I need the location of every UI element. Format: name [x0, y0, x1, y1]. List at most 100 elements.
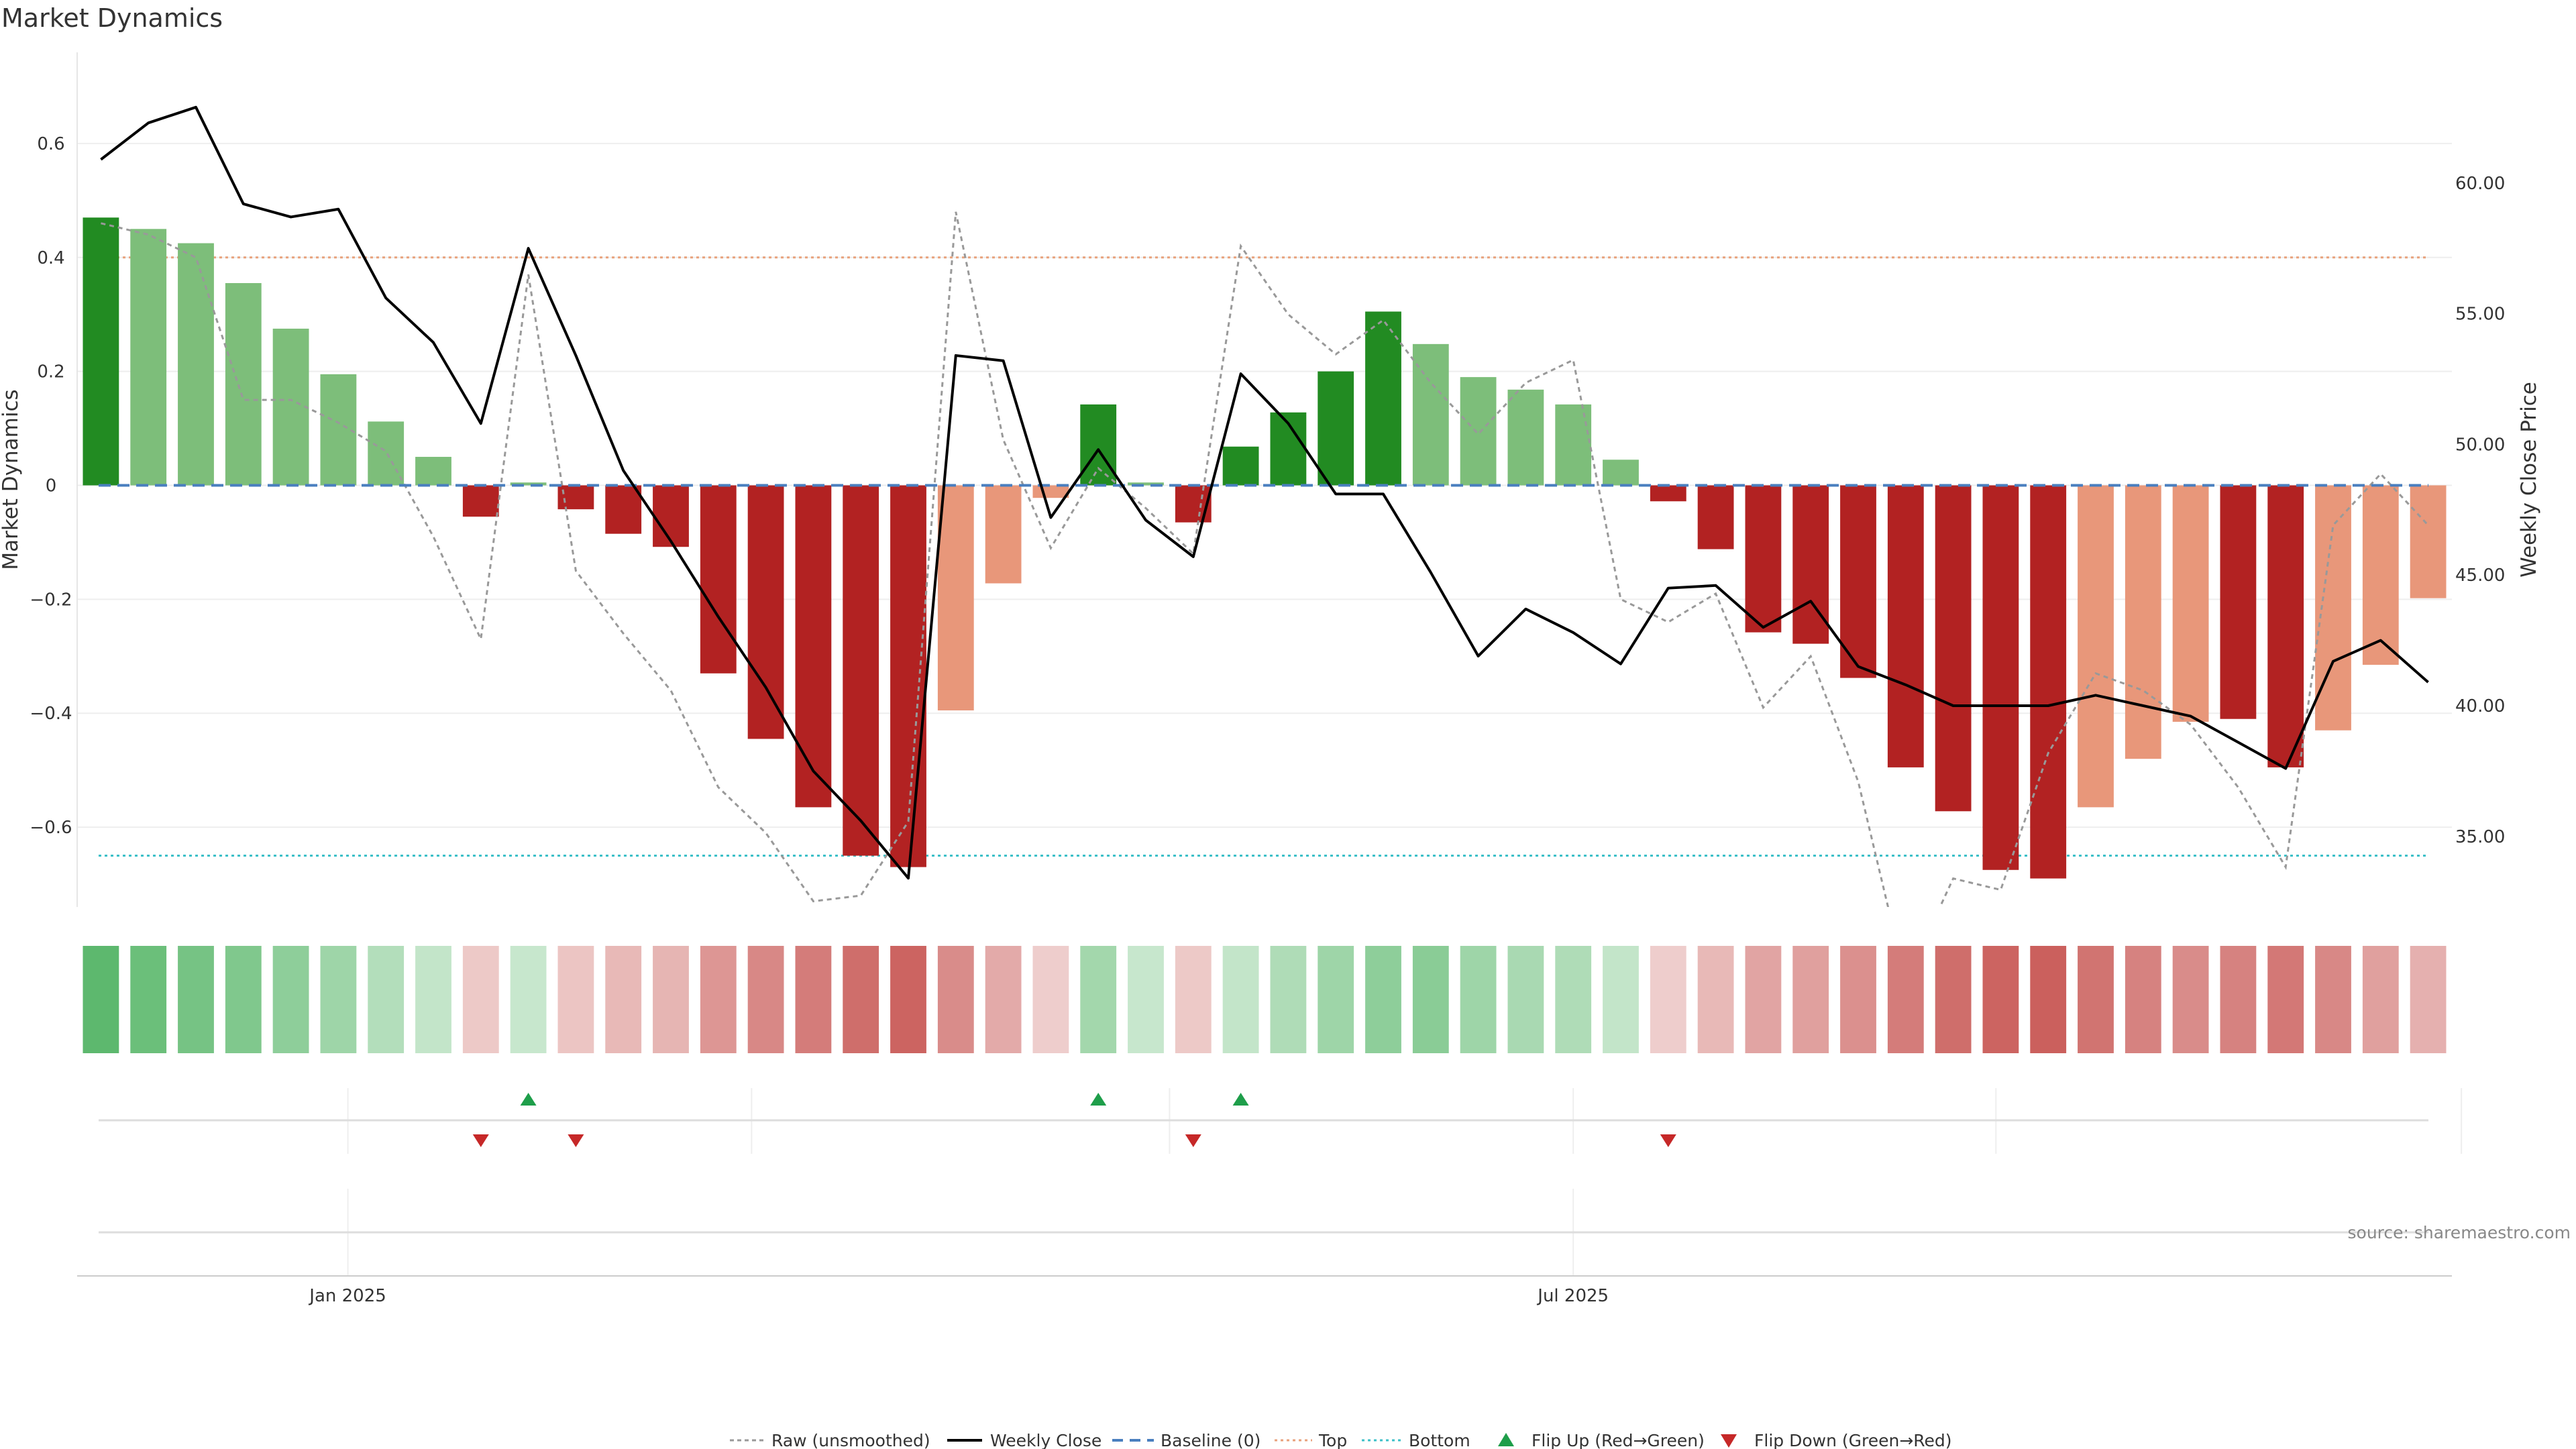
- legend-weekly-close-label: Weekly Close: [990, 1431, 1102, 1449]
- heat-cell-week-1: [130, 946, 167, 1053]
- flip-down-marker: [472, 1134, 489, 1147]
- bar-week-34: [1697, 485, 1734, 549]
- left-tick-label: 0.4: [37, 248, 64, 268]
- heat-strip: [83, 946, 2447, 1053]
- right-axis-ticks: 60.00 55.00 50.00 45.00 40.00 35.00: [2455, 174, 2505, 847]
- bar-week-32: [1603, 460, 1639, 486]
- bar-week-12: [653, 485, 689, 547]
- bottom-panel: Jan 2025 Jul 2025 source: sharemaestro.co…: [77, 1223, 2571, 1306]
- bar-week-14: [747, 485, 784, 739]
- legend-item-weekly-close: Weekly Close: [947, 1431, 1102, 1449]
- heat-cell-week-34: [1697, 946, 1734, 1053]
- bar-week-39: [1935, 485, 1972, 812]
- right-tick-label: 50.00: [2455, 435, 2505, 455]
- right-tick-label: 60.00: [2455, 174, 2505, 194]
- legend-baseline-label: Baseline (0): [1161, 1431, 1260, 1449]
- bar-week-1: [130, 229, 167, 486]
- bar-week-2: [178, 243, 214, 486]
- heat-cell-week-28: [1412, 946, 1449, 1053]
- right-tick-label: 55.00: [2455, 305, 2505, 325]
- heat-cell-week-25: [1270, 946, 1307, 1053]
- heat-cell-week-24: [1222, 946, 1259, 1053]
- bar-week-29: [1460, 377, 1497, 486]
- x-axis-ticks: Jan 2025 Jul 2025: [308, 1286, 1609, 1306]
- bar-week-10: [557, 485, 594, 510]
- heat-cell-week-33: [1650, 946, 1686, 1053]
- legend-item-bottom: Bottom: [1362, 1431, 1470, 1449]
- bar-week-38: [1887, 485, 1924, 767]
- bar-week-9: [510, 482, 547, 486]
- flip-events-panel: [99, 1088, 2463, 1276]
- bar-week-47: [2315, 485, 2351, 731]
- raw-unsmoothed-line-group: [101, 211, 2429, 907]
- bar-week-13: [700, 485, 737, 674]
- heat-cell-week-42: [2078, 946, 2114, 1053]
- heat-cell-week-27: [1365, 946, 1401, 1053]
- weekly-close-line-group: [99, 105, 2429, 880]
- bar-week-26: [1318, 371, 1354, 486]
- heat-cell-week-23: [1175, 946, 1212, 1053]
- heat-cell-week-15: [795, 946, 832, 1053]
- bar-week-35: [1745, 485, 1782, 633]
- source-note: source: sharemaestro.com: [2348, 1223, 2571, 1242]
- flip-down-marker: [1660, 1134, 1676, 1147]
- bar-week-49: [2410, 485, 2447, 598]
- heat-cell-week-47: [2315, 946, 2351, 1053]
- heat-cell-week-31: [1555, 946, 1592, 1053]
- left-tick-label: −0.6: [30, 818, 72, 838]
- heat-cell-week-36: [1792, 946, 1829, 1053]
- flip-down-marker: [568, 1134, 584, 1147]
- heat-cell-week-49: [2410, 946, 2447, 1053]
- heat-cell-week-14: [747, 946, 784, 1053]
- heat-cell-week-5: [320, 946, 357, 1053]
- flip-down-marker: [1185, 1134, 1201, 1147]
- bar-week-45: [2220, 485, 2257, 719]
- heat-cell-week-9: [510, 946, 547, 1053]
- heat-cell-week-11: [605, 946, 642, 1053]
- heat-cell-week-16: [843, 946, 879, 1053]
- right-tick-label: 35.00: [2455, 827, 2505, 847]
- legend-raw-label: Raw (unsmoothed): [771, 1431, 930, 1449]
- legend-flip-up-icon: [1498, 1433, 1514, 1446]
- heat-cell-week-19: [985, 946, 1022, 1053]
- bar-week-28: [1412, 343, 1449, 486]
- legend-flip-down-label: Flip Down (Green→Red): [1754, 1431, 1952, 1449]
- bar-week-46: [2267, 485, 2304, 767]
- left-tick-label: 0: [46, 476, 57, 496]
- x-tick-label: Jul 2025: [1536, 1286, 1609, 1306]
- bar-week-41: [2030, 485, 2067, 879]
- bar-week-21: [1080, 404, 1117, 486]
- bar-week-18: [937, 485, 974, 710]
- bar-week-20: [1032, 485, 1069, 498]
- bar-week-4: [272, 328, 309, 486]
- bar-week-3: [225, 282, 262, 486]
- legend: Raw (unsmoothed) Weekly Close Baseline (…: [730, 1431, 1952, 1449]
- heat-cell-week-22: [1128, 946, 1164, 1053]
- flip-up-marker: [1090, 1093, 1107, 1106]
- raw-unsmoothed-line: [101, 211, 2429, 907]
- bar-week-30: [1507, 389, 1544, 486]
- bar-week-17: [890, 485, 926, 867]
- bar-week-31: [1555, 404, 1592, 486]
- bar-week-11: [605, 485, 642, 534]
- heat-cell-week-10: [557, 946, 594, 1053]
- dynamics-bars: [83, 217, 2447, 879]
- heat-cell-week-43: [2125, 946, 2161, 1053]
- heat-cell-week-26: [1318, 946, 1354, 1053]
- legend-item-baseline: Baseline (0): [1112, 1431, 1260, 1449]
- heat-cell-week-39: [1935, 946, 1972, 1053]
- left-tick-label: 0.6: [37, 134, 64, 154]
- bar-week-44: [2172, 485, 2209, 722]
- weekly-close-line: [100, 105, 2429, 880]
- legend-item-flip-up: Flip Up (Red→Green): [1498, 1431, 1705, 1449]
- heat-cell-week-48: [2362, 946, 2399, 1053]
- bar-week-19: [985, 485, 1022, 584]
- left-axis-ticks: 0.6 0.4 0.2 0 −0.2 −0.4 −0.6: [30, 134, 72, 838]
- bar-week-6: [368, 421, 405, 486]
- left-tick-label: −0.4: [30, 704, 72, 724]
- heat-cell-week-37: [1840, 946, 1876, 1053]
- bar-week-8: [462, 485, 499, 517]
- heat-cell-week-35: [1745, 946, 1782, 1053]
- bar-week-16: [843, 485, 879, 856]
